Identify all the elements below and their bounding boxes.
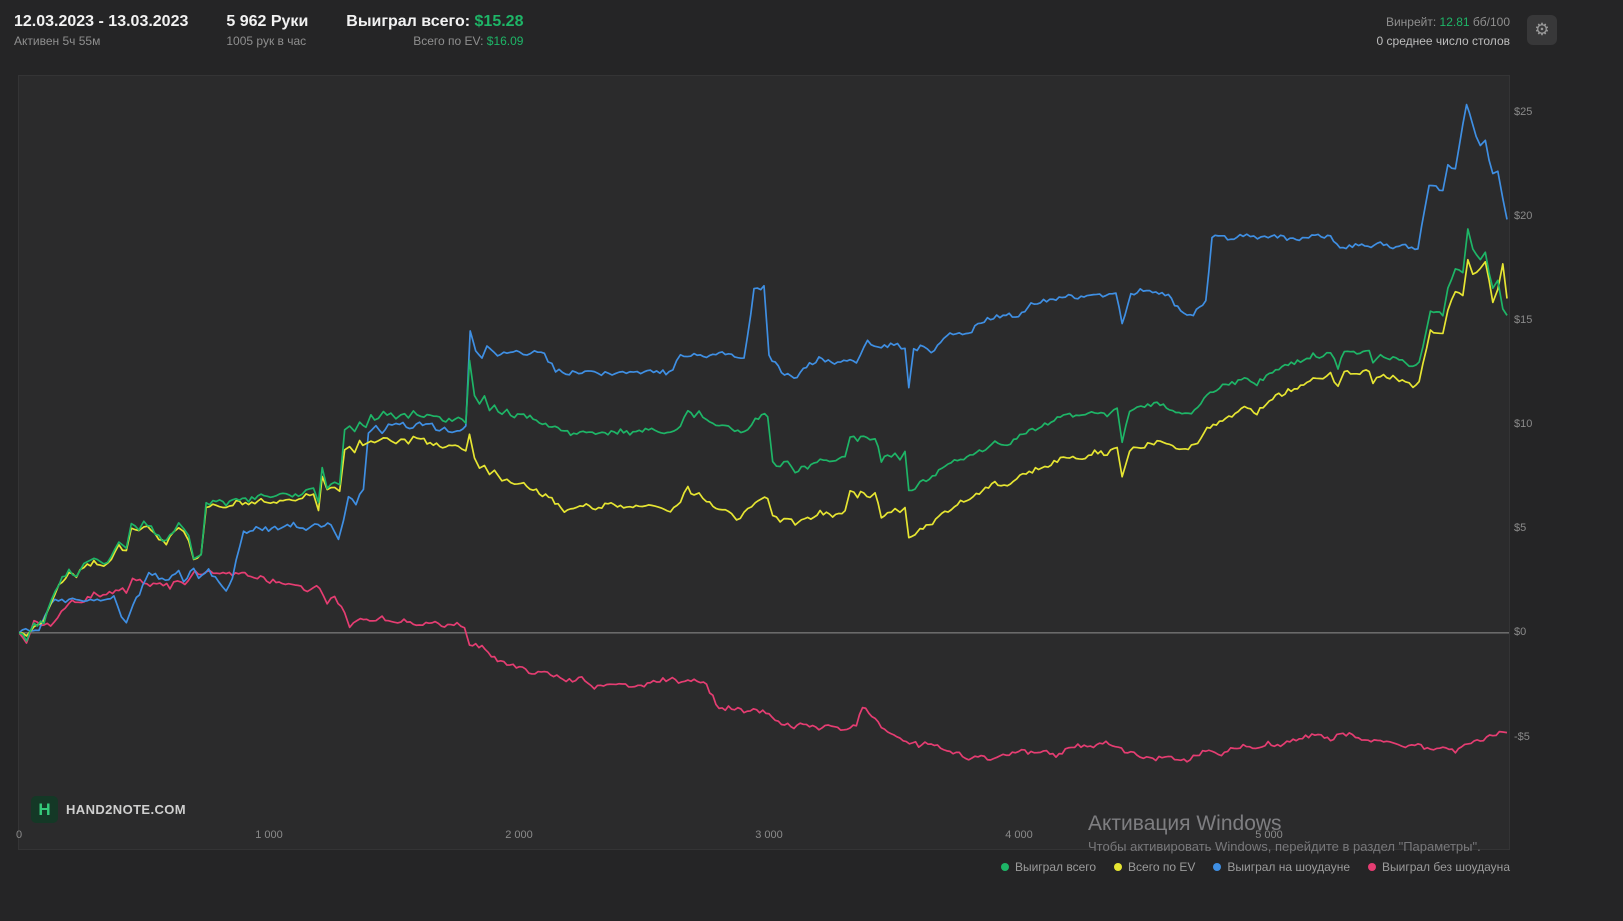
legend-label: Выиграл без шоудауна xyxy=(1382,860,1510,874)
winnings-block: Выиграл всего: $15.28 Всего по EV: $16.0… xyxy=(346,11,523,50)
y-tick-label: $20 xyxy=(1514,210,1533,222)
settings-button[interactable]: ⚙ xyxy=(1527,15,1557,45)
winrate-block: Винрейт: 12.81 бб/100 0 среднее число ст… xyxy=(1377,13,1510,51)
x-tick-label: 2 000 xyxy=(505,829,533,841)
y-tick-label: -$5 xyxy=(1514,731,1530,743)
x-axis-labels: 0 1 000 2 000 3 000 4 000 5 000 xyxy=(16,827,1509,841)
legend-dot xyxy=(1368,863,1376,871)
session-date-block: 12.03.2023 - 13.03.2023 Активен 5ч 55м xyxy=(14,11,188,50)
chart-legend: Выиграл всего Всего по EV Выиграл на шоуда… xyxy=(1000,860,1510,874)
avg-tables: 0 среднее число столов xyxy=(1376,34,1510,48)
chart-area[interactable]: 0 1 000 2 000 3 000 4 000 5 000 H HAND2NOTE.C… xyxy=(16,75,1510,850)
series-line xyxy=(19,569,1508,763)
won-total-label: Выиграл всего: xyxy=(346,13,471,30)
series-line xyxy=(19,103,1508,634)
ev-total-value: $16.09 xyxy=(486,34,524,48)
winrate-label: Винрейт: xyxy=(1385,15,1437,29)
series-line xyxy=(19,258,1508,637)
hand2note-logo: H HAND2NOTE.COM xyxy=(31,796,186,823)
y-tick-label: $10 xyxy=(1514,418,1533,430)
active-time: Активен 5ч 55м xyxy=(14,34,101,48)
legend-label: Выиграл всего xyxy=(1014,860,1097,874)
header: 12.03.2023 - 13.03.2023 Активен 5ч 55м 5… xyxy=(0,0,1623,62)
hand2note-logo-text: HAND2NOTE.COM xyxy=(66,802,187,817)
winrate-value: 12.81 xyxy=(1439,15,1470,29)
x-tick-label: 0 xyxy=(15,829,23,841)
won-total-value: $15.28 xyxy=(474,13,524,30)
x-tick-label: 1 000 xyxy=(255,829,283,841)
y-tick-label: $5 xyxy=(1514,522,1527,534)
date-range: 12.03.2023 - 13.03.2023 xyxy=(14,13,189,30)
hand2note-icon: H xyxy=(31,796,58,823)
legend-dot xyxy=(1000,863,1009,871)
legend-label: Выиграл на шоудауне xyxy=(1227,860,1350,874)
y-tick-label: $25 xyxy=(1514,106,1533,118)
legend-dot xyxy=(1114,863,1123,871)
legend-item[interactable]: Выиграл без шоудауна xyxy=(1368,860,1510,874)
winrate-unit: бб/100 xyxy=(1472,15,1510,29)
x-tick-label: 3 000 xyxy=(755,829,783,841)
chart-svg xyxy=(19,103,1509,763)
legend-dot xyxy=(1213,863,1222,871)
y-tick-label: $15 xyxy=(1514,314,1533,326)
legend-item[interactable]: Выиграл всего xyxy=(1000,860,1097,874)
x-tick-label: 4 000 xyxy=(1005,829,1033,841)
ev-total-label: Всего по EV: xyxy=(413,34,484,48)
y-axis-labels: $25 $20 $15 $10 $5 $0 -$5 xyxy=(1514,75,1584,850)
series-line xyxy=(19,228,1508,642)
legend-item[interactable]: Всего по EV xyxy=(1114,860,1195,874)
x-tick-label: 5 000 xyxy=(1255,829,1283,841)
gear-icon: ⚙ xyxy=(1534,20,1550,39)
legend-item[interactable]: Выиграл на шоудауне xyxy=(1213,860,1350,874)
hands-per-hour: 1005 рук в час xyxy=(226,34,307,48)
hands-block: 5 962 Руки 1005 рук в час xyxy=(226,11,308,50)
y-tick-label: $0 xyxy=(1514,626,1527,638)
hands-count: 5 962 Руки xyxy=(226,13,309,30)
legend-label: Всего по EV xyxy=(1128,860,1196,874)
